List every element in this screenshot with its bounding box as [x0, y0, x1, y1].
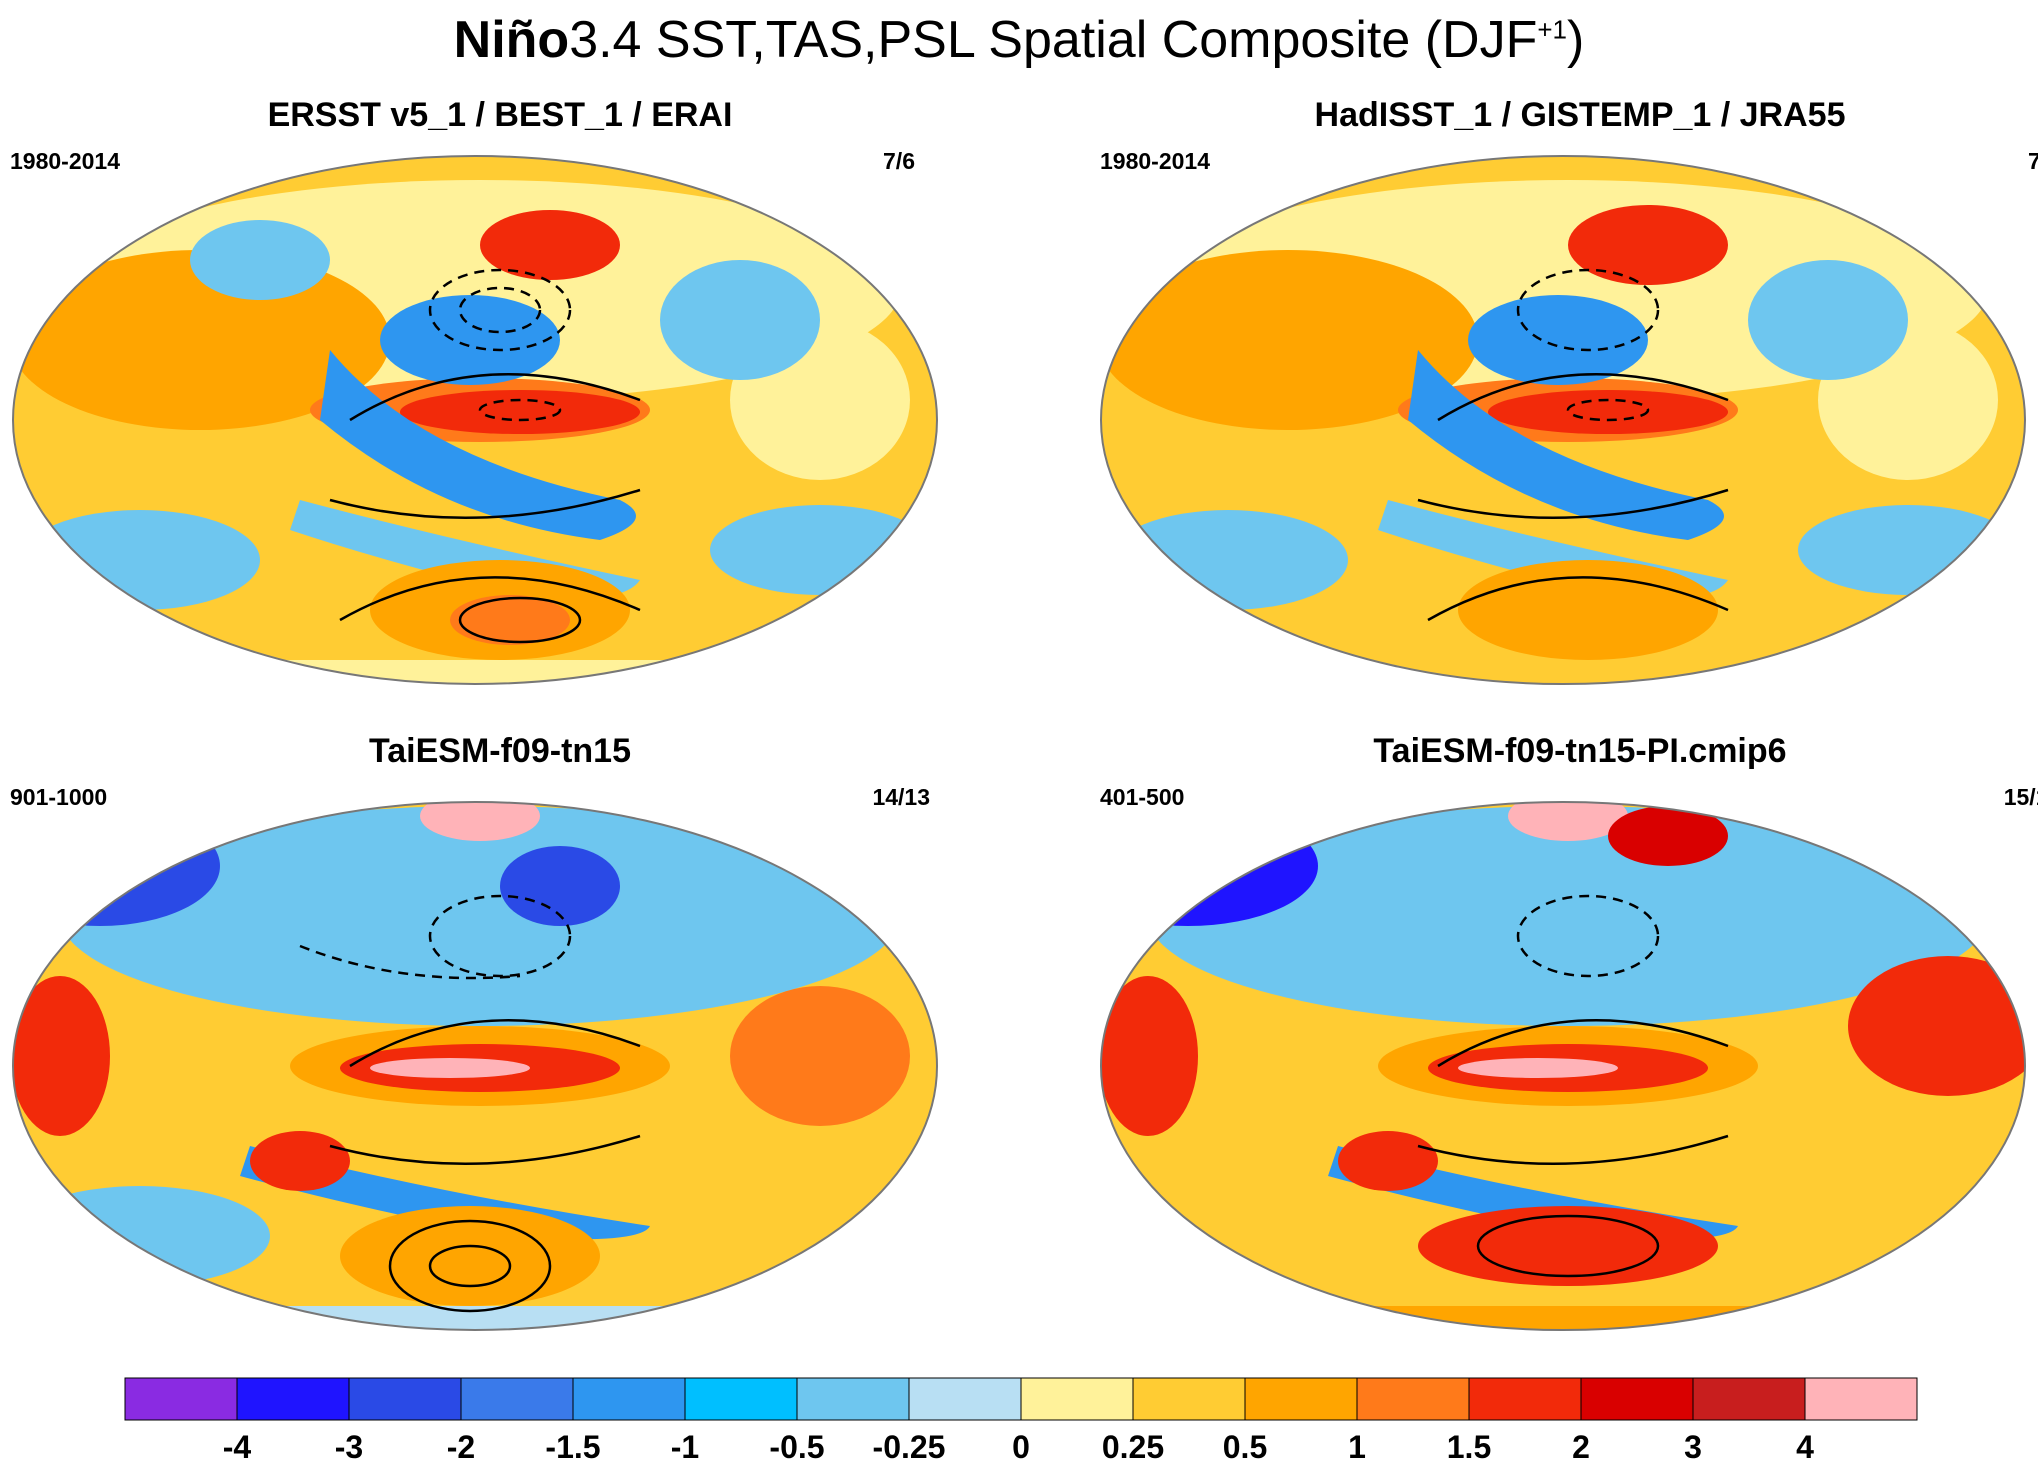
composite-map: [12, 801, 938, 1331]
figure-title: Niño3.4 SST,TAS,PSL Spatial Composite (D…: [0, 10, 2038, 70]
colorbar-tick-label: 4: [1796, 1429, 1814, 1465]
colorbar-tick-label: 2: [1572, 1429, 1590, 1465]
composite-map: [12, 155, 938, 685]
colorbar-tick-label: -4: [223, 1429, 252, 1465]
colorbar-swatch: [1020, 1377, 1134, 1421]
panel-taiesm-pi: TaiESM-f09-tn15-PI.cmip6 401-500 15/11: [1080, 732, 2038, 1352]
panel-count: 15/11: [2003, 784, 2038, 810]
colorbar: -4 -3 -2 -1.5 -1 -0.5 -0.25 0 0.25 0.5 1 1.5 2 3 4: [124, 1377, 1918, 1465]
panel-period: 401-500: [1100, 784, 1185, 810]
composite-map: [1100, 155, 2026, 685]
colorbar-swatch: [124, 1377, 238, 1421]
colorbar-tick-label: -0.5: [769, 1429, 824, 1465]
panel-count: 7/7: [2028, 148, 2038, 174]
colorbar-swatch: [236, 1377, 350, 1421]
composite-map: [1100, 801, 2026, 1331]
title-superscript: +1: [1537, 14, 1567, 45]
colorbar-swatch: [1580, 1377, 1694, 1421]
colorbar-tick-label: 0: [1012, 1429, 1030, 1465]
colorbar-swatch: [1804, 1377, 1918, 1421]
panel-title: TaiESM-f09-tn15: [369, 732, 631, 770]
panel-period: 1980-2014: [10, 148, 120, 174]
colorbar-swatch: [1692, 1377, 1806, 1421]
panel-ersst: ERSST v5_1 / BEST_1 / ERAI 1980-2014 7/6: [0, 96, 1000, 716]
colorbar-tick-label: -0.25: [873, 1429, 946, 1465]
colorbar-tick-label: 1.5: [1447, 1429, 1491, 1465]
colorbar-tick-label: 0.5: [1223, 1429, 1267, 1465]
colorbar-tick-label: -1.5: [545, 1429, 600, 1465]
panel-count: 7/6: [883, 148, 915, 174]
colorbar-swatch: [1132, 1377, 1246, 1421]
colorbar-swatch: [1468, 1377, 1582, 1421]
colorbar-swatch: [572, 1377, 686, 1421]
panel-title: ERSST v5_1 / BEST_1 / ERAI: [267, 96, 733, 134]
colorbar-tick-label: 0.25: [1102, 1429, 1164, 1465]
map-border: [1100, 155, 2026, 685]
panel-period: 901-1000: [10, 784, 108, 810]
panel-title: TaiESM-f09-tn15-PI.cmip6: [1373, 732, 1787, 770]
colorbar-tick-label: -2: [447, 1429, 475, 1465]
panel-taiesm: TaiESM-f09-tn15 901-1000 14/13: [0, 732, 1000, 1352]
colorbar-swatch: [908, 1377, 1022, 1421]
colorbar-swatch: [1356, 1377, 1470, 1421]
panel-hadisst: HadISST_1 / GISTEMP_1 / JRA55 1980-2014 …: [1080, 96, 2038, 716]
panel-title: HadISST_1 / GISTEMP_1 / JRA55: [1314, 96, 1846, 134]
title-close: ): [1567, 11, 1585, 69]
title-prefix: Niño: [453, 11, 570, 69]
colorbar-tick-label: -1: [671, 1429, 699, 1465]
map-border: [1100, 801, 2026, 1331]
panel-count: 14/13: [872, 784, 930, 810]
colorbar-tick-label: 1: [1348, 1429, 1366, 1465]
title-main: 3.4 SST,TAS,PSL Spatial Composite (DJF: [569, 11, 1538, 69]
colorbar-swatch: [796, 1377, 910, 1421]
colorbar-swatch: [348, 1377, 462, 1421]
colorbar-tick-label: -3: [335, 1429, 363, 1465]
colorbar-tick-label: 3: [1684, 1429, 1702, 1465]
colorbar-swatch: [460, 1377, 574, 1421]
panel-period: 1980-2014: [1100, 148, 1210, 174]
colorbar-swatch: [684, 1377, 798, 1421]
map-border: [12, 801, 938, 1331]
map-border: [12, 155, 938, 685]
colorbar-swatch: [1244, 1377, 1358, 1421]
